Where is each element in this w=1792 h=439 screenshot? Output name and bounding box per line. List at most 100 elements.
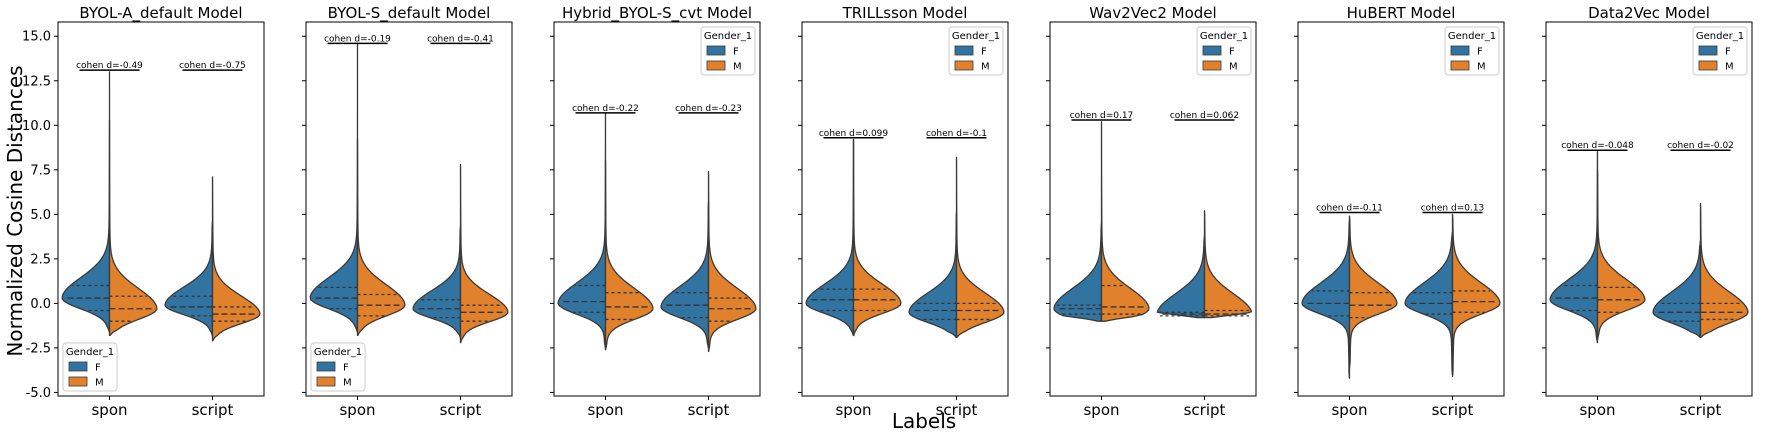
legend-label: M (1229, 62, 1238, 73)
legend: Gender_1 FM (700, 26, 756, 76)
legend-label: F (343, 363, 349, 374)
y-tick-label: 5.0 (30, 208, 51, 223)
y-tick-label: 10.0 (22, 119, 51, 134)
legend-label: F (981, 47, 987, 58)
legend-label: M (733, 62, 742, 73)
panel-frame (57, 21, 265, 397)
x-tick-label: script (1184, 401, 1226, 419)
chart-panel: BYOL-S_default Model cohen d=-0.19 cohen d… (302, 4, 513, 419)
x-tick-label: script (1432, 401, 1474, 419)
violin-half-m (1451, 213, 1501, 378)
legend-label: F (733, 47, 739, 58)
legend-swatch (68, 376, 88, 387)
panel-title: Hybrid_BYOL-S_cvt Model (562, 4, 752, 23)
x-tick-label: script (688, 401, 730, 419)
violin-half-m (356, 138, 406, 337)
legend-swatch (1698, 45, 1718, 56)
panel-frame (1049, 21, 1257, 397)
annotation-label: cohen d=-0.19 (324, 34, 391, 44)
legend-swatch (68, 361, 88, 372)
chart-panel: HuBERT Model cohen d=-0.11 cohen d=0.13 spo… (1294, 4, 1505, 419)
violin-half-m (1203, 210, 1253, 319)
legend-title: Gender_1 (66, 347, 114, 358)
figure-ylabel: Normalized Cosine Distances (3, 65, 27, 356)
annotation-label: cohen d=-0.49 (76, 61, 143, 71)
legend: Gender_1 FM (1692, 26, 1748, 76)
violin-half-f (61, 119, 111, 333)
legend-label: M (95, 378, 104, 389)
legend-swatch (1698, 60, 1718, 71)
panel-frame (801, 21, 1009, 397)
chart-panel: Hybrid_BYOL-S_cvt Model cohen d=-0.22 cohe… (550, 4, 761, 419)
violin-half-f (660, 201, 710, 349)
violin-half-m (1100, 121, 1150, 322)
y-tick-label: -5.0 (26, 386, 51, 401)
legend: Gender_1 FM (310, 342, 366, 392)
x-tick-label: spon (339, 401, 375, 419)
legend-title: Gender_1 (1696, 31, 1744, 42)
violin-half-f (908, 211, 958, 338)
legend-label: F (1477, 47, 1483, 58)
annotation-label: cohen d=0.13 (1421, 204, 1485, 214)
x-tick-label: script (936, 401, 978, 419)
legend-swatch (954, 60, 974, 71)
legend-swatch (706, 45, 726, 56)
legend-swatch (706, 60, 726, 71)
legend-title: Gender_1 (314, 347, 362, 358)
annotation-label: cohen d=-0.02 (1667, 141, 1734, 151)
annotation-label: cohen d=-0.1 (926, 129, 987, 139)
y-tick-label: 12.5 (22, 74, 51, 89)
x-tick-label: spon (835, 401, 871, 419)
violin-half-m (852, 138, 902, 337)
legend-swatch (316, 361, 336, 372)
legend-swatch (316, 376, 336, 387)
panel-frame (1297, 21, 1505, 397)
panel-frame (553, 21, 761, 397)
violin-half-f (1053, 222, 1103, 322)
y-tick-label: 7.5 (30, 163, 51, 178)
violin-half-f (1301, 219, 1351, 379)
x-tick-label: script (1680, 401, 1722, 419)
chart-panel: Data2Vec Model cohen d=-0.048 cohen d=-0.0… (1542, 4, 1753, 419)
violin-half-m (1348, 215, 1398, 369)
violin-half-f (805, 138, 855, 337)
panel-title: Wav2Vec2 Model (1089, 4, 1216, 22)
violin-half-m (211, 176, 261, 342)
x-tick-label: script (192, 401, 234, 419)
legend-title: Gender_1 (952, 31, 1000, 42)
annotation-label: cohen d=-0.23 (675, 104, 742, 114)
annotation-label: cohen d=-0.22 (572, 104, 639, 114)
y-tick-label: 2.5 (30, 252, 51, 267)
panel-title: TRILLsson Model (842, 4, 968, 22)
legend-swatch (1450, 45, 1470, 56)
violin-half-f (1549, 149, 1599, 344)
violin-half-f (309, 42, 359, 333)
panel-title: Data2Vec Model (1588, 4, 1710, 22)
panel-title: BYOL-A_default Model (79, 4, 242, 23)
legend-label: M (1477, 62, 1486, 73)
panel-title: BYOL-S_default Model (328, 4, 491, 23)
violin-half-m (1699, 203, 1749, 338)
annotation-label: cohen d=0.062 (1170, 111, 1239, 121)
legend-swatch (954, 45, 974, 56)
panel-frame (1545, 21, 1753, 397)
annotation-label: cohen d=-0.11 (1316, 204, 1383, 214)
legend-title: Gender_1 (1200, 31, 1248, 42)
x-tick-label: spon (1083, 401, 1119, 419)
violin-half-f (1156, 235, 1206, 319)
annotation-label: cohen d=0.17 (1070, 111, 1134, 121)
legend-title: Gender_1 (1448, 31, 1496, 42)
legend-swatch (1202, 60, 1222, 71)
panel-frame (305, 21, 513, 397)
legend-label: F (1229, 47, 1235, 58)
x-tick-label: script (440, 401, 482, 419)
panel-title: HuBERT Model (1347, 4, 1456, 22)
violin-half-m (1596, 169, 1646, 340)
legend-title: Gender_1 (704, 31, 752, 42)
annotation-label: cohen d=-0.41 (427, 34, 494, 44)
chart-panel: BYOL-A_default Model -5.0 -2.5 0.0 2.5 5.0 7.5… (22, 4, 265, 419)
legend-label: M (1725, 62, 1734, 73)
annotation-label: cohen d=-0.048 (1561, 141, 1634, 151)
x-tick-label: spon (1331, 401, 1367, 419)
